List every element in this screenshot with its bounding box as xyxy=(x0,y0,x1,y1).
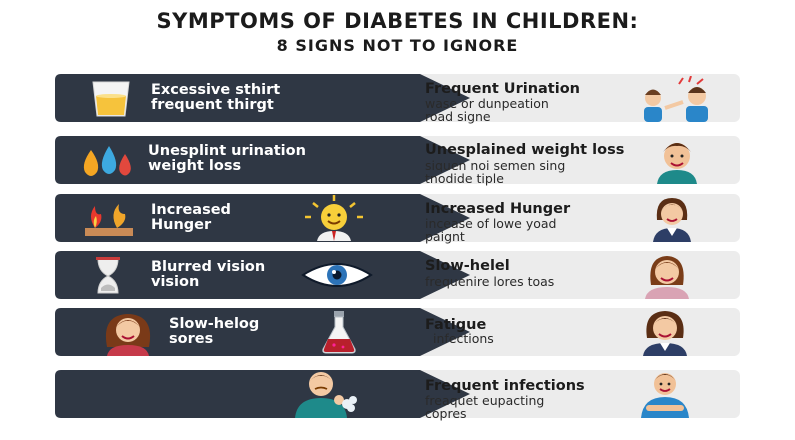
woman-avatar-icon xyxy=(635,308,695,361)
row-dark-band xyxy=(55,251,475,299)
page-title: SYMPTOMS OF DIABETES IN CHILDREN: xyxy=(156,9,639,33)
row-dark-band xyxy=(55,370,475,418)
left-label: Increased Hunger xyxy=(151,202,231,233)
symptom-desc: frequenire lores toas xyxy=(425,274,555,289)
water-drops-icon xyxy=(77,144,139,185)
flask-icon xyxy=(319,309,359,360)
symptom-title: Fatigue xyxy=(425,317,487,333)
sun-face-icon xyxy=(299,195,369,246)
row-dark-band xyxy=(55,136,475,184)
symptom-row-5: Slow-helog sores Fatigue infections xyxy=(55,308,740,356)
symptom-desc: freaquet eupacting copres xyxy=(425,393,545,421)
sick-child-icon xyxy=(281,370,371,423)
girl-avatar-icon xyxy=(637,251,697,304)
boy-avatar-icon xyxy=(647,136,707,189)
symptom-title: Frequent infections xyxy=(425,378,585,394)
symptom-title: Increased Hunger xyxy=(425,201,571,217)
left-label: Unesplint urination weight loss xyxy=(148,143,306,174)
juice-glass-icon xyxy=(89,80,133,123)
left-label: Excessive sthirt frequent thirgt xyxy=(151,82,281,113)
row-dark-band xyxy=(55,308,475,356)
symptom-row-3: Increased Hunger Increased Hunger incease… xyxy=(55,194,740,244)
left-label: Blurred vision vision xyxy=(151,259,266,290)
row-dark-band xyxy=(55,194,475,242)
page-subtitle: 8 SIGNS NOT TO IGNORE xyxy=(276,36,519,55)
flame-tray-icon xyxy=(81,200,137,243)
symptom-row-6: Frequent infections freaquet eupacting co… xyxy=(55,370,740,421)
symptom-row-1: Excessive sthirt frequent thirgt Frequent… xyxy=(55,74,740,124)
woman-avatar-icon xyxy=(647,194,697,247)
symptom-desc: wase or dunpeation road signe xyxy=(425,96,549,124)
girl-avatar-icon xyxy=(95,309,161,361)
symptom-title: Unesplained weight loss xyxy=(425,142,625,158)
left-label: Slow-helog sores xyxy=(169,316,260,347)
symptom-title: Slow-helel xyxy=(425,258,510,274)
row-dark-band xyxy=(55,74,475,122)
two-children-icon xyxy=(635,75,725,127)
symptom-row-4: Blurred vision vision Slow-helel frequeni… xyxy=(55,251,740,299)
symptom-desc: infections xyxy=(433,331,494,346)
symptom-title: Frequent Urination xyxy=(425,81,580,97)
symptom-desc: siquen noi semen sing tnodide tiple xyxy=(425,158,566,186)
boy-arms-crossed-icon xyxy=(635,370,695,423)
eye-icon xyxy=(301,259,373,296)
symptom-row-2: Unesplint urination weight loss Unesplain… xyxy=(55,136,740,186)
symptom-desc: incease of lowe yoad paignt xyxy=(425,216,557,244)
hourglass-icon xyxy=(93,257,123,300)
